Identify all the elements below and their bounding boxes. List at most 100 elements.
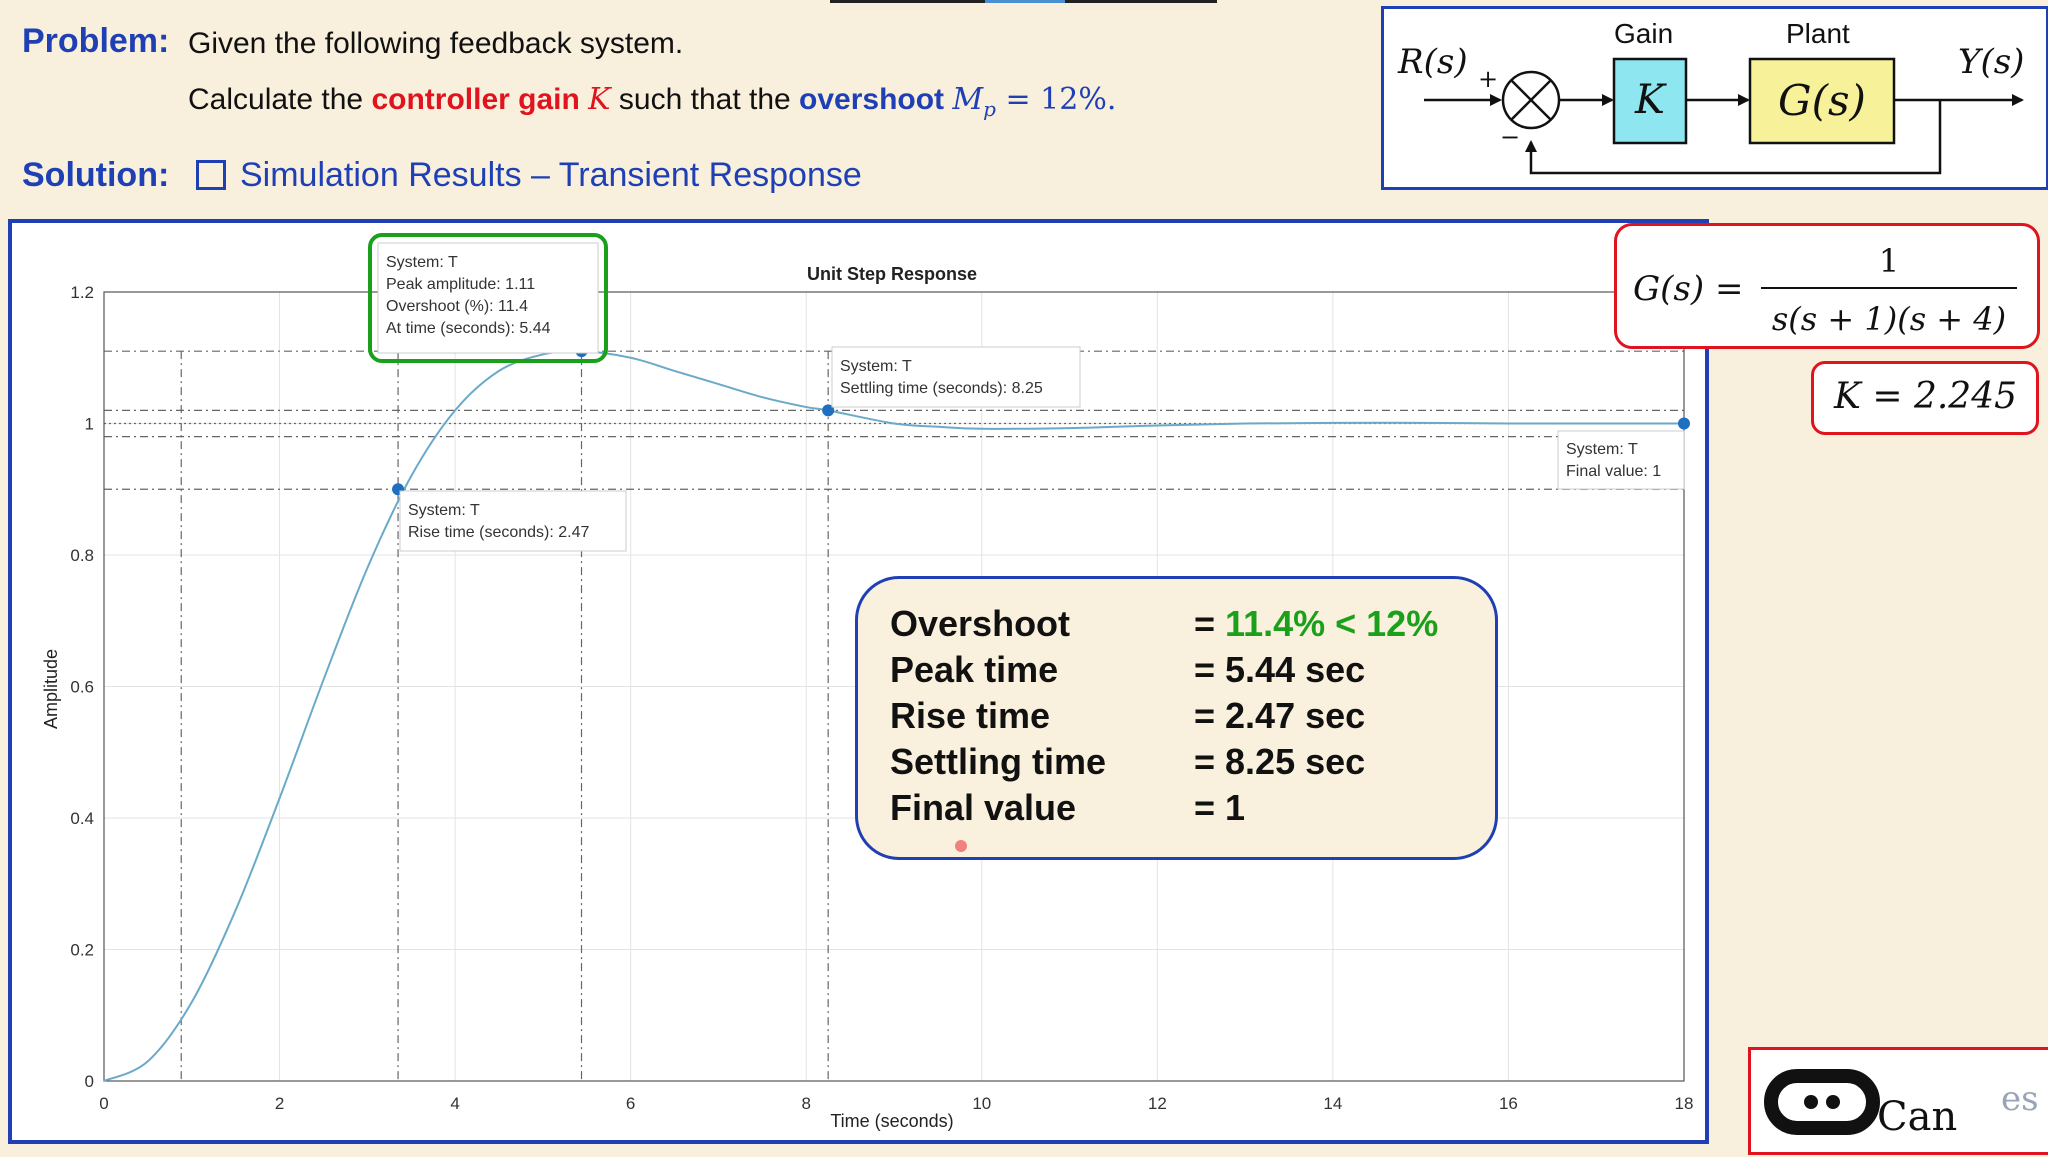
- x-tick-label: 6: [626, 1094, 635, 1113]
- datatip-peak-box: [377, 242, 599, 354]
- mp-symbol: M: [952, 82, 984, 117]
- logo-mark-icon: [1763, 1069, 1880, 1135]
- top-bar-accent: [985, 0, 1065, 3]
- datatip-final-line2: Final value: 1: [1566, 463, 1661, 480]
- settling-time-label: Settling time: [890, 741, 1107, 782]
- x-tick-label: 18: [1675, 1094, 1694, 1113]
- plant-block-label: G(s): [1778, 76, 1866, 125]
- gain-title: Gain: [1614, 18, 1673, 49]
- formula-denominator: s(s + 1)(s + 4): [1772, 300, 2006, 338]
- plant-block: [1748, 57, 1896, 145]
- x-tick-label: 16: [1499, 1094, 1518, 1113]
- settling-time-value: = 8.25 sec: [1194, 741, 1366, 782]
- y-tick-label: 1.2: [70, 283, 94, 302]
- solution-text: Simulation Results – Transient Response: [240, 156, 862, 194]
- logo-text-tail: es: [2001, 1079, 2039, 1119]
- datatip-settling-line2: Settling time (seconds): 8.25: [840, 380, 1043, 397]
- logo-svg: Can es: [1763, 1069, 2039, 1140]
- datatip-rise[interactable]: System: T Rise time (seconds): 2.47: [399, 490, 627, 552]
- series-line-step-response: [103, 349, 1684, 1082]
- y-tick-label: 0.8: [70, 546, 94, 565]
- overshoot-result: = 11.4% < 12%: [1194, 603, 1438, 645]
- problem-line2: Calculate the controller gain K such tha…: [188, 82, 1116, 121]
- mp-value: = 12%.: [995, 82, 1117, 117]
- axes-box: [103, 291, 1685, 1082]
- chart-title: Unit Step Response: [807, 264, 977, 284]
- datatip-rise-box: [399, 490, 627, 552]
- feedback-path: [1525, 100, 1942, 175]
- x-tick-label: 14: [1323, 1094, 1342, 1113]
- formula-numerator: 1: [1879, 242, 1899, 280]
- rise-time-label: Rise time: [890, 695, 1051, 736]
- output-label: Y(s): [1958, 42, 2024, 82]
- transfer-function-box: G(s) = 1 s(s + 1)(s + 4): [1614, 223, 2040, 349]
- datatip-final-box: [1557, 430, 1685, 490]
- datatip-peak-line2: Peak amplitude: 1.11: [386, 276, 535, 293]
- logo: Can es: [1748, 1047, 2048, 1155]
- block-diagram-svg: R(s) + − Gain K Plant G(s) Y(s): [1397, 18, 2024, 175]
- datatip-peak-line4: At time (seconds): 5.44: [386, 320, 551, 337]
- datatip-peak-line3: Overshoot (%): 11.4: [386, 298, 528, 315]
- problem-text: Given the following feedback system.: [188, 27, 684, 60]
- markers: [392, 345, 1690, 496]
- datatip-peak[interactable]: System: T Peak amplitude: 1.11 Overshoot…: [368, 233, 608, 363]
- overshoot-value: 11.4% < 12%: [1225, 603, 1439, 644]
- x-tick-label: 8: [801, 1094, 810, 1113]
- y-tick-label: 1: [85, 415, 94, 434]
- transfer-function-svg: G(s) = 1 s(s + 1)(s + 4): [1633, 242, 2017, 338]
- x-tick-label: 12: [1148, 1094, 1167, 1113]
- y-tick-label: 0.2: [70, 941, 94, 960]
- y-axis-label: Amplitude: [41, 649, 61, 729]
- datatip-rise-line1: System: T: [408, 502, 480, 519]
- x-tick-label: 0: [99, 1094, 108, 1113]
- datatip-peak-highlight: [368, 233, 608, 363]
- gain-symbol: K: [588, 82, 611, 117]
- x-axis-label: Time (seconds): [830, 1111, 953, 1131]
- datatip-settling-line1: System: T: [840, 358, 912, 375]
- block-diagram: R(s) + − Gain K Plant G(s) Y(s): [1381, 6, 2048, 190]
- solution-label: Solution:: [22, 156, 170, 194]
- formula-lhs: G(s) =: [1633, 269, 1743, 309]
- x-tick-label: 2: [275, 1094, 284, 1113]
- gain-block-label: K: [1634, 77, 1667, 123]
- y-tick-label: 0.6: [70, 678, 94, 697]
- gain-value-box: K = 2.245: [1811, 361, 2039, 435]
- y-tick-label: 0: [85, 1072, 94, 1091]
- plant-title: Plant: [1786, 18, 1850, 49]
- final-value-value: = 1: [1194, 787, 1246, 828]
- y-tick-label: 0.4: [70, 809, 94, 828]
- x-tick-label: 10: [972, 1094, 991, 1113]
- gain-block: [1612, 57, 1688, 145]
- final-value-label: Final value: [890, 787, 1077, 828]
- marker-settling: [822, 404, 835, 417]
- line2-mid: such that the: [610, 83, 800, 116]
- datatip-rise-line2: Rise time (seconds): 2.47: [408, 524, 590, 541]
- peak-time-label: Peak time: [890, 649, 1059, 690]
- peak-time-value: = 5.44 sec: [1194, 649, 1366, 690]
- logo-dot-a: [1804, 1095, 1818, 1109]
- summing-cross-b: [1510, 79, 1552, 121]
- line2-prefix: Calculate the: [188, 83, 372, 116]
- tick-labels: 0 2 4 6 8 10 12 14 16 18 0 0.2 0.4 0.6 0.8 1 1.2: [70, 283, 1693, 1113]
- step-response-plot: 0 2 4 6 8 10 12 14 16 18 0 0.2 0.4 0.6 0.8 1 1.2 Unit St…: [41, 233, 1693, 1131]
- datatip-peak-line1: System: T: [386, 254, 458, 271]
- overshoot-text: overshoot: [799, 83, 945, 116]
- datatip-final-line1: System: T: [1566, 441, 1638, 458]
- overshoot-label: Overshoot: [890, 603, 1071, 644]
- checkbox-icon: [196, 160, 226, 190]
- problem-label: Problem:: [22, 22, 170, 60]
- controller-gain-text: controller gain: [371, 83, 580, 116]
- logo-dot-b: [1826, 1095, 1840, 1109]
- logo-text: Can: [1877, 1094, 1957, 1140]
- mp-subscript: p: [983, 97, 996, 121]
- datatip-settling-box: [831, 346, 1081, 408]
- overshoot-eq: =: [1194, 603, 1226, 644]
- datatip-final[interactable]: System: T Final value: 1: [1557, 430, 1685, 490]
- gain-value: K = 2.245: [1834, 376, 2018, 417]
- cursor-pointer: [955, 840, 967, 852]
- rise-time-value: = 2.47 sec: [1194, 695, 1366, 736]
- input-label: R(s): [1397, 42, 1468, 82]
- datatip-settling[interactable]: System: T Settling time (seconds): 8.25: [831, 346, 1081, 408]
- marker-final: [1678, 417, 1690, 430]
- plus-sign: +: [1478, 65, 1498, 93]
